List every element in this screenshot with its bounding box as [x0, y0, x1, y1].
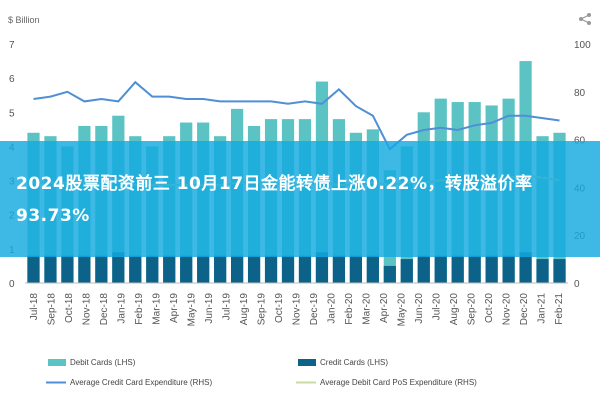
x-tick-label: Nov-20: [502, 293, 513, 326]
y-right-tick-label: 80: [574, 88, 586, 99]
bar-credit-cards: [502, 255, 515, 283]
bar-credit-cards: [281, 255, 295, 283]
bar-credit-cards: [129, 255, 142, 283]
bar-credit-cards: [485, 255, 498, 283]
x-tick-label: Jul-19: [221, 293, 232, 321]
legend-swatch: [48, 359, 66, 366]
bar-credit-cards: [468, 255, 481, 283]
bar-credit-cards: [264, 255, 278, 283]
bar-credit-cards: [61, 255, 74, 283]
x-axis: Jul-18 Sep-18 Oct-18 Nov-18 Dec-18 Jan-19 Feb-…: [29, 293, 565, 327]
y-left-tick-label: 0: [9, 279, 15, 290]
y-left-tick-label: 6: [9, 74, 15, 85]
bar-credit-cards: [112, 252, 125, 283]
bar-credit-cards: [349, 255, 362, 283]
line-avg-credit-card-expenditure: [33, 80, 560, 151]
legend-label: Average Credit Card Expenditure (RHS): [70, 378, 212, 387]
x-tick-label: Feb-19: [134, 293, 145, 325]
x-tick-label: Sep-19: [256, 293, 267, 326]
x-tick-label: Dec-19: [309, 293, 320, 326]
legend-swatch: [298, 359, 316, 366]
x-tick-label: Oct-19: [274, 293, 285, 323]
x-tick-label: Jul-18: [29, 293, 40, 321]
bar-credit-cards: [247, 255, 261, 283]
x-tick-label: Mar-20: [362, 293, 373, 325]
x-tick-label: Apr-20: [379, 293, 390, 323]
bar-credit-cards: [519, 252, 532, 283]
x-tick-label: Jan-20: [327, 293, 338, 324]
y-right-tick-label: 100: [574, 40, 591, 51]
x-tick-label: Aug-19: [239, 293, 250, 326]
bar-credit-cards: [451, 255, 464, 283]
legend: Debit Cards (LHS) Credit Cards (LHS) Avera…: [46, 358, 477, 387]
bar-credit-cards: [383, 265, 396, 283]
x-tick-label: Jan-19: [116, 293, 127, 324]
share-icon[interactable]: [578, 12, 592, 26]
bar-credit-cards: [332, 255, 346, 283]
y-left-tick-label: 5: [9, 108, 15, 119]
bar-credit-cards: [163, 255, 176, 283]
x-tick-label: Dec-18: [99, 293, 110, 326]
x-tick-label: Apr-19: [169, 293, 180, 323]
x-tick-label: Dec-20: [519, 293, 530, 326]
x-tick-label: Jun-19: [204, 293, 215, 324]
bar-credit-cards: [536, 259, 549, 283]
x-tick-label: Nov-18: [81, 293, 92, 326]
bar-credit-cards: [231, 255, 244, 283]
x-tick-label: Jan-21: [537, 293, 548, 324]
bar-credit-cards: [298, 255, 312, 283]
x-tick-label: Nov-19: [292, 293, 303, 326]
bar-credit-cards: [197, 255, 210, 283]
bar-credit-cards: [417, 255, 430, 283]
bar-credit-cards: [78, 255, 91, 283]
x-tick-label: Aug-20: [449, 293, 460, 326]
bar-credit-cards: [27, 255, 40, 283]
bar-credit-cards: [146, 255, 159, 283]
x-tick-label: May-19: [186, 293, 197, 327]
legend-label: Debit Cards (LHS): [70, 358, 136, 367]
x-tick-label: Oct-20: [484, 293, 495, 323]
y-right-tick-label: 0: [574, 279, 580, 290]
headline-banner[interactable]: 2024股票配资前三 10月17日金能转债上涨0.22%，转股溢价率93.73%: [0, 141, 600, 257]
x-tick-label: Sep-20: [467, 293, 478, 326]
x-tick-label: Jun-20: [414, 293, 425, 324]
bar-credit-cards: [553, 259, 566, 283]
y-left-tick-label: 7: [9, 40, 15, 51]
bar-credit-cards: [434, 255, 447, 283]
x-tick-label: Feb-21: [554, 293, 565, 325]
bar-credit-cards: [95, 255, 108, 283]
bar-credit-cards: [315, 252, 329, 283]
legend-label: Credit Cards (LHS): [320, 358, 388, 367]
headline-text[interactable]: 2024股票配资前三 10月17日金能转债上涨0.22%，转股溢价率93.73%: [16, 174, 533, 226]
x-tick-label: May-20: [397, 293, 408, 327]
x-tick-label: Mar-19: [151, 293, 162, 325]
x-tick-label: Sep-18: [46, 293, 57, 326]
bar-credit-cards: [180, 255, 193, 283]
x-tick-label: Jul-20: [432, 293, 443, 321]
x-tick-label: Feb-20: [344, 293, 355, 325]
x-tick-label: Oct-18: [64, 293, 75, 323]
bar-credit-cards: [214, 255, 227, 283]
unit-label-left: $ Billion: [8, 15, 40, 25]
legend-label: Average Debit Card PoS Expenditure (RHS): [320, 378, 477, 387]
bar-credit-cards: [44, 255, 57, 283]
bar-credit-cards: [400, 259, 413, 283]
bar-credit-cards: [366, 255, 379, 283]
